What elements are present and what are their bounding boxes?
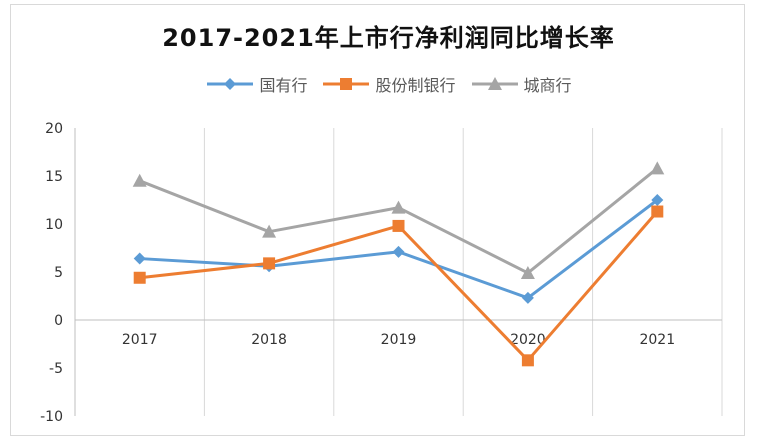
data-point-square (133, 271, 146, 284)
chart-title: 2017-2021年上市行净利润同比增长率 (162, 24, 615, 52)
legend-label-series-1: 股份制银行 (375, 76, 456, 95)
legend-item-series-1: 股份制银行 (321, 72, 456, 96)
chart-legend: 国有行 股份制银行 城商行 (0, 72, 777, 96)
y-tick-label: -10 (40, 409, 63, 425)
x-tick-label: 2018 (251, 332, 287, 348)
y-tick-label: 0 (54, 313, 63, 329)
y-tick-label: 10 (45, 217, 63, 233)
y-tick-label: 20 (45, 121, 63, 137)
y-tick-label: 5 (54, 265, 63, 281)
x-tick-label: 2020 (510, 332, 546, 348)
legend-swatch-diamond-icon (207, 78, 254, 90)
data-point-square (392, 219, 405, 232)
data-point-triangle (391, 200, 406, 214)
data-point-triangle (132, 173, 147, 187)
chart-frame (10, 4, 745, 436)
legend-item-series-0: 国有行 (205, 72, 307, 96)
x-tick-label: 2019 (381, 332, 417, 348)
data-point-diamond (392, 245, 405, 258)
y-tick-label: -5 (49, 361, 63, 377)
data-point-triangle (262, 224, 277, 238)
legend-item-series-2: 城商行 (470, 72, 572, 96)
x-tick-label: 2017 (122, 332, 158, 348)
data-point-square (263, 257, 276, 270)
legend-label-series-0: 国有行 (259, 76, 308, 95)
legend-label-series-2: 城商行 (523, 76, 572, 95)
y-tick-label: 15 (45, 169, 63, 185)
data-point-diamond (521, 291, 534, 304)
data-point-diamond (133, 252, 146, 265)
data-point-square (651, 205, 664, 218)
data-point-square (521, 354, 534, 367)
data-point-triangle (520, 265, 535, 279)
legend-swatch-triangle-icon (471, 77, 518, 90)
data-point-diamond (651, 194, 664, 206)
data-point-triangle (650, 161, 665, 175)
legend-swatch-square-icon (323, 78, 370, 90)
x-tick-label: 2021 (639, 332, 675, 348)
